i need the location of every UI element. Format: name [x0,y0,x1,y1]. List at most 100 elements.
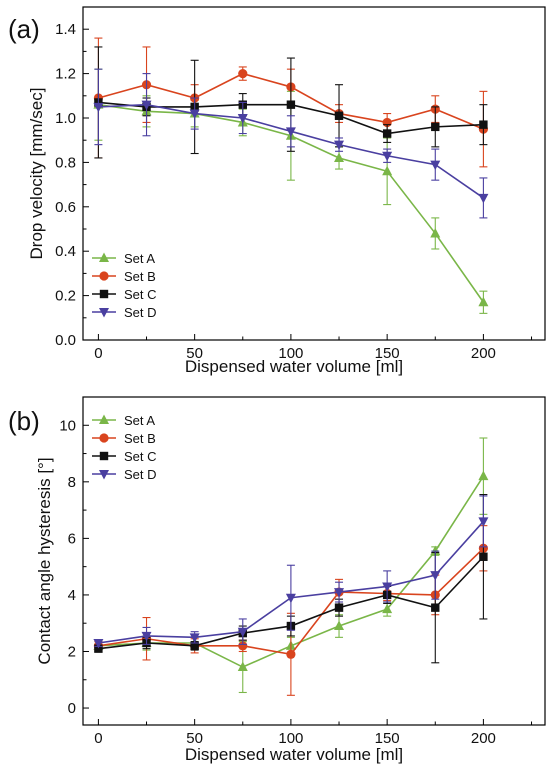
plot-frame [82,6,546,341]
y-tick-label: 10 [59,417,76,434]
data-point [334,588,345,598]
legend-label: Set A [124,251,155,266]
legend-marker [99,289,109,299]
data-point [93,639,104,649]
data-point [237,114,248,124]
y-tick-label: 0.4 [55,243,76,260]
data-point [478,517,489,527]
data-point [190,641,199,651]
legend-entry: Set B [92,431,156,446]
y-tick-label: 1.0 [55,110,76,127]
legend-marker [99,308,109,318]
data-point [430,160,441,171]
data-point [431,122,440,132]
panel-label: (b) [8,406,40,436]
data-point [189,633,200,643]
legend-marker [99,470,109,480]
data-point [238,69,248,79]
chart-panel-1: 0 50 100 150 200 0.0 0.2 0.4 0.6 0.8 1.0 1.2 1.4 Disp… [8,6,546,376]
data-point [431,603,440,612]
x-tick-label: 100 [278,345,303,362]
data-point [479,120,488,129]
x-tick-label: 150 [375,730,400,747]
x-tick-label: 150 [375,345,400,362]
legend-label: Set D [124,305,157,320]
y-tick-label: 0.0 [55,332,76,349]
legend-entry: Set C [92,287,157,302]
legend-entry: Set A [92,251,155,266]
data-point [334,140,345,151]
data-point [478,296,489,307]
x-tick-label: 0 [94,345,102,362]
y-tick-label: 0 [68,700,76,717]
y-tick-label: 0.2 [55,288,76,305]
panel-label: (a) [8,14,40,44]
data-point [93,102,104,113]
x-axis-title: Dispensed water volume [ml] [185,357,403,376]
data-point [479,552,488,561]
data-point [141,100,152,111]
data-point [334,152,345,162]
data-point [285,127,296,137]
y-tick-label: 1.4 [55,21,76,38]
y-axis-title: Drop velocity [mm/sec] [27,88,46,260]
data-point [382,151,393,162]
data-point [334,603,344,612]
data-point [334,620,345,631]
y-tick-label: 1.2 [55,66,76,83]
data-point [478,470,489,481]
data-point [286,100,296,109]
chart-panel-2: 0 50 100 150 200 0 2 4 6 8 10 Dispensed water volum… [8,396,546,764]
series-set-d [93,68,489,219]
y-tick-label: 8 [68,474,76,491]
data-point [478,193,489,204]
legend-label: Set B [124,431,156,446]
y-tick-label: 4 [68,587,76,604]
data-point [382,582,393,592]
legend-entry: Set D [92,305,157,320]
y-tick-label: 0.8 [55,154,76,171]
data-point [382,129,392,138]
data-point [237,661,248,672]
series-set-d [93,495,489,649]
legend-label: Set A [124,413,155,428]
data-point [285,593,296,604]
x-tick-label: 50 [186,345,203,362]
x-tick-label: 200 [471,730,496,747]
plot-frame [82,396,546,726]
legend-marker [99,252,109,262]
legend-entry: Set C [92,449,157,464]
y-tick-label: 2 [68,643,76,660]
data-point [430,227,441,238]
x-tick-label: 50 [186,730,203,747]
data-point [382,603,393,614]
x-tick-label: 200 [471,345,496,362]
y-tick-label: 6 [68,530,76,547]
y-tick-label: 0.6 [55,199,76,216]
data-point [286,649,296,659]
data-point [94,644,103,653]
y-axis-title: Contact angle hysteresis [°] [35,457,54,664]
data-point [334,111,344,120]
legend-label: Set C [124,287,157,302]
data-point [238,641,248,651]
data-point [430,571,441,581]
data-point [382,165,393,176]
x-axis-title: Dispensed water volume [ml] [185,745,403,764]
legend-entry: Set D [92,467,157,482]
legend-marker [99,451,109,461]
data-point [141,631,152,642]
legend-label: Set D [124,467,157,482]
legend-marker [99,414,109,424]
legend-label: Set C [124,449,157,464]
legend-label: Set B [124,269,156,284]
legend-marker [99,271,109,281]
legend-entry: Set B [92,269,156,284]
legend-entry: Set A [92,413,155,428]
data-point [189,109,200,120]
legend-marker [99,433,109,443]
data-point [237,627,248,638]
x-tick-label: 0 [94,730,102,747]
